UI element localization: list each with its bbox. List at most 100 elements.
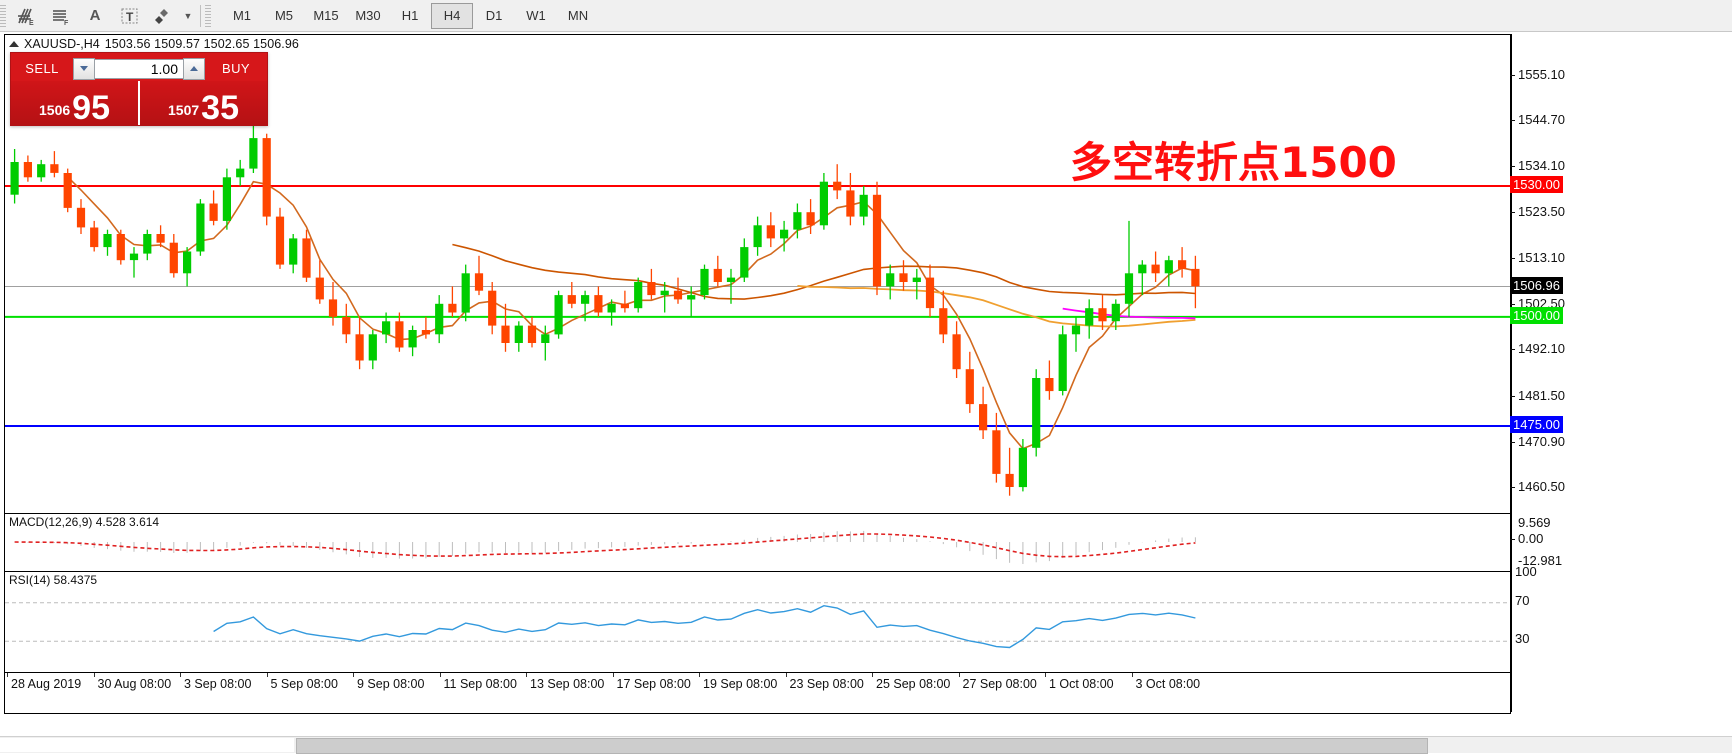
time-axis-tick bbox=[93, 673, 95, 677]
time-axis-tick bbox=[785, 673, 787, 677]
rsi-plot bbox=[5, 602, 1510, 649]
toolbar-separator bbox=[200, 4, 201, 27]
price-pane[interactable]: 多空转折点1500 bbox=[5, 53, 1510, 511]
time-axis-tick bbox=[958, 673, 960, 677]
price-level-badge[interactable]: 1506.96 bbox=[1510, 276, 1563, 294]
time-axis-label: 28 Aug 2019 bbox=[11, 677, 82, 691]
svg-text:F: F bbox=[64, 20, 69, 26]
price-axis-tick: 1544.70 bbox=[1510, 112, 1565, 127]
timeframe-h4[interactable]: H4 bbox=[431, 2, 473, 29]
horizontal-scrollbar[interactable] bbox=[0, 736, 1732, 754]
chart-symbol-label: XAUUSD-,H4 bbox=[24, 36, 100, 51]
timeframe-m5[interactable]: M5 bbox=[274, 8, 294, 23]
time-axis-label: 19 Sep 08:00 bbox=[703, 677, 778, 691]
buy-price-pips: 35 bbox=[201, 89, 239, 127]
time-axis-tick bbox=[7, 673, 8, 677]
price-level-badge[interactable]: 1475.00 bbox=[1510, 415, 1563, 433]
macd-axis-tick: 9.569 bbox=[1518, 514, 1551, 530]
time-axis-label: 25 Sep 08:00 bbox=[876, 677, 951, 691]
timeframe-mn[interactable]: MN bbox=[567, 8, 589, 23]
rsi-pane[interactable]: RSI(14) 58.4375 bbox=[5, 571, 1510, 672]
time-axis-label: 30 Aug 08:00 bbox=[97, 677, 172, 691]
timeframe-d1[interactable]: D1 bbox=[485, 8, 503, 23]
time-axis-label: 17 Sep 08:00 bbox=[616, 677, 691, 691]
trade-panel-prices: 1506 95 1507 35 bbox=[11, 81, 267, 125]
trade-panel-top-row: SELL 1.00 BUY bbox=[11, 53, 267, 81]
indicators-icon[interactable]: E bbox=[10, 1, 44, 31]
macd-plot bbox=[14, 530, 1196, 564]
time-axis-tick bbox=[1131, 673, 1133, 677]
time-axis-tick bbox=[526, 673, 527, 677]
price-axis-tick: 1492.10 bbox=[1510, 341, 1565, 356]
sell-button[interactable]: SELL bbox=[25, 61, 59, 76]
time-axis-tick bbox=[699, 673, 700, 677]
time-axis-label: 3 Oct 08:00 bbox=[1135, 677, 1201, 691]
timeframe-m1[interactable]: M1 bbox=[232, 8, 252, 23]
rsi-axis-tick: 30 bbox=[1515, 631, 1530, 647]
objects-icon[interactable] bbox=[146, 1, 180, 31]
buy-price-display[interactable]: 1507 35 bbox=[140, 81, 267, 125]
macd-axis-tick: -12.981 bbox=[1518, 553, 1563, 568]
chevron-down-icon[interactable]: ▼ bbox=[183, 10, 193, 21]
timeframe-m30[interactable]: M30 bbox=[355, 8, 381, 23]
timeframe-m15[interactable]: M15 bbox=[313, 8, 339, 23]
volume-decrease-icon[interactable] bbox=[73, 57, 95, 80]
text-icon[interactable]: A bbox=[89, 7, 101, 24]
collapse-triangle-icon[interactable] bbox=[9, 40, 19, 47]
toolbar-drag-handle[interactable] bbox=[0, 4, 6, 27]
macd-axis-tick: 0.00 bbox=[1510, 531, 1543, 546]
price-axis-tick: 1481.50 bbox=[1510, 388, 1565, 403]
timeframe-strip: M1 M5 M15 M30 H1 H4 D1 W1 MN bbox=[221, 2, 599, 29]
price-axis-tick: 1534.10 bbox=[1510, 158, 1565, 173]
price-axis-tick: 1513.10 bbox=[1510, 250, 1565, 265]
rsi-label: RSI(14) 58.4375 bbox=[9, 573, 98, 587]
candlestick-plot bbox=[5, 103, 1510, 496]
time-axis-tick bbox=[180, 673, 181, 677]
macd-pane[interactable]: MACD(12,26,9) 4.528 3.614 bbox=[5, 513, 1510, 571]
svg-text:T: T bbox=[126, 10, 134, 24]
price-level-badge[interactable]: 1530.00 bbox=[1510, 176, 1563, 193]
sell-price-pips: 95 bbox=[72, 89, 110, 127]
time-axis-label: 27 Sep 08:00 bbox=[962, 677, 1037, 691]
label-icon[interactable]: T bbox=[112, 1, 146, 31]
one-click-trading-panel[interactable]: SELL 1.00 BUY 1506 95 1507 35 bbox=[10, 52, 268, 126]
time-axis-tick bbox=[872, 673, 873, 677]
chart-ohlc-values: 1503.56 1509.57 1502.65 1506.96 bbox=[104, 36, 299, 51]
price-axis-tick: 1460.50 bbox=[1510, 479, 1565, 494]
time-axis-label: 11 Sep 08:00 bbox=[443, 677, 517, 691]
time-axis-label: 13 Sep 08:00 bbox=[530, 677, 605, 691]
time-axis-tick bbox=[353, 673, 354, 677]
grid-icon[interactable]: F bbox=[44, 1, 78, 31]
time-axis-tick bbox=[612, 673, 614, 677]
scrollbar-track[interactable] bbox=[0, 738, 294, 752]
rsi-axis-tick: 70 bbox=[1515, 592, 1530, 608]
time-axis-label: 3 Sep 08:00 bbox=[184, 677, 252, 691]
timeframe-drag-handle[interactable] bbox=[205, 4, 211, 27]
volume-stepper[interactable]: 1.00 bbox=[73, 57, 205, 80]
chart-annotation-text: 多空转折点1500 bbox=[1070, 138, 1397, 187]
chart-header: XAUUSD-,H4 1503.56 1509.57 1502.65 1506.… bbox=[5, 35, 1510, 52]
sell-price-display[interactable]: 1506 95 bbox=[11, 81, 140, 125]
volume-increase-icon[interactable] bbox=[183, 57, 205, 80]
main-toolbar: E F A T ▼ bbox=[0, 0, 1732, 32]
sell-price-prefix: 1506 bbox=[39, 102, 71, 118]
timeframe-h1[interactable]: H1 bbox=[401, 8, 419, 23]
rsi-axis-tick: 100 bbox=[1515, 564, 1537, 579]
time-axis-label: 1 Oct 08:00 bbox=[1049, 677, 1114, 691]
price-axis-tick: 1555.10 bbox=[1510, 67, 1565, 82]
axis-vertical-line bbox=[1510, 34, 1512, 712]
volume-input[interactable]: 1.00 bbox=[95, 58, 183, 79]
chart-window[interactable]: XAUUSD-,H4 1503.56 1509.57 1502.65 1506.… bbox=[4, 34, 1511, 714]
time-axis-label: 23 Sep 08:00 bbox=[789, 677, 864, 691]
buy-button[interactable]: BUY bbox=[222, 61, 250, 76]
price-level-badge[interactable]: 1500.00 bbox=[1510, 306, 1563, 324]
price-scale-axis[interactable]: 1555.10 1544.70 1534.10 1523.50 1513.10 … bbox=[1510, 34, 1732, 712]
time-axis-tick bbox=[266, 673, 268, 677]
time-axis-tick bbox=[1045, 673, 1046, 677]
time-axis-label: 5 Sep 08:00 bbox=[270, 677, 338, 691]
time-axis: 28 Aug 2019 30 Aug 08:00 3 Sep 08:00 5 Sep … bbox=[5, 672, 1510, 713]
price-axis-tick: 1470.90 bbox=[1510, 434, 1565, 449]
timeframe-w1[interactable]: W1 bbox=[526, 8, 546, 23]
svg-text:E: E bbox=[29, 20, 34, 26]
